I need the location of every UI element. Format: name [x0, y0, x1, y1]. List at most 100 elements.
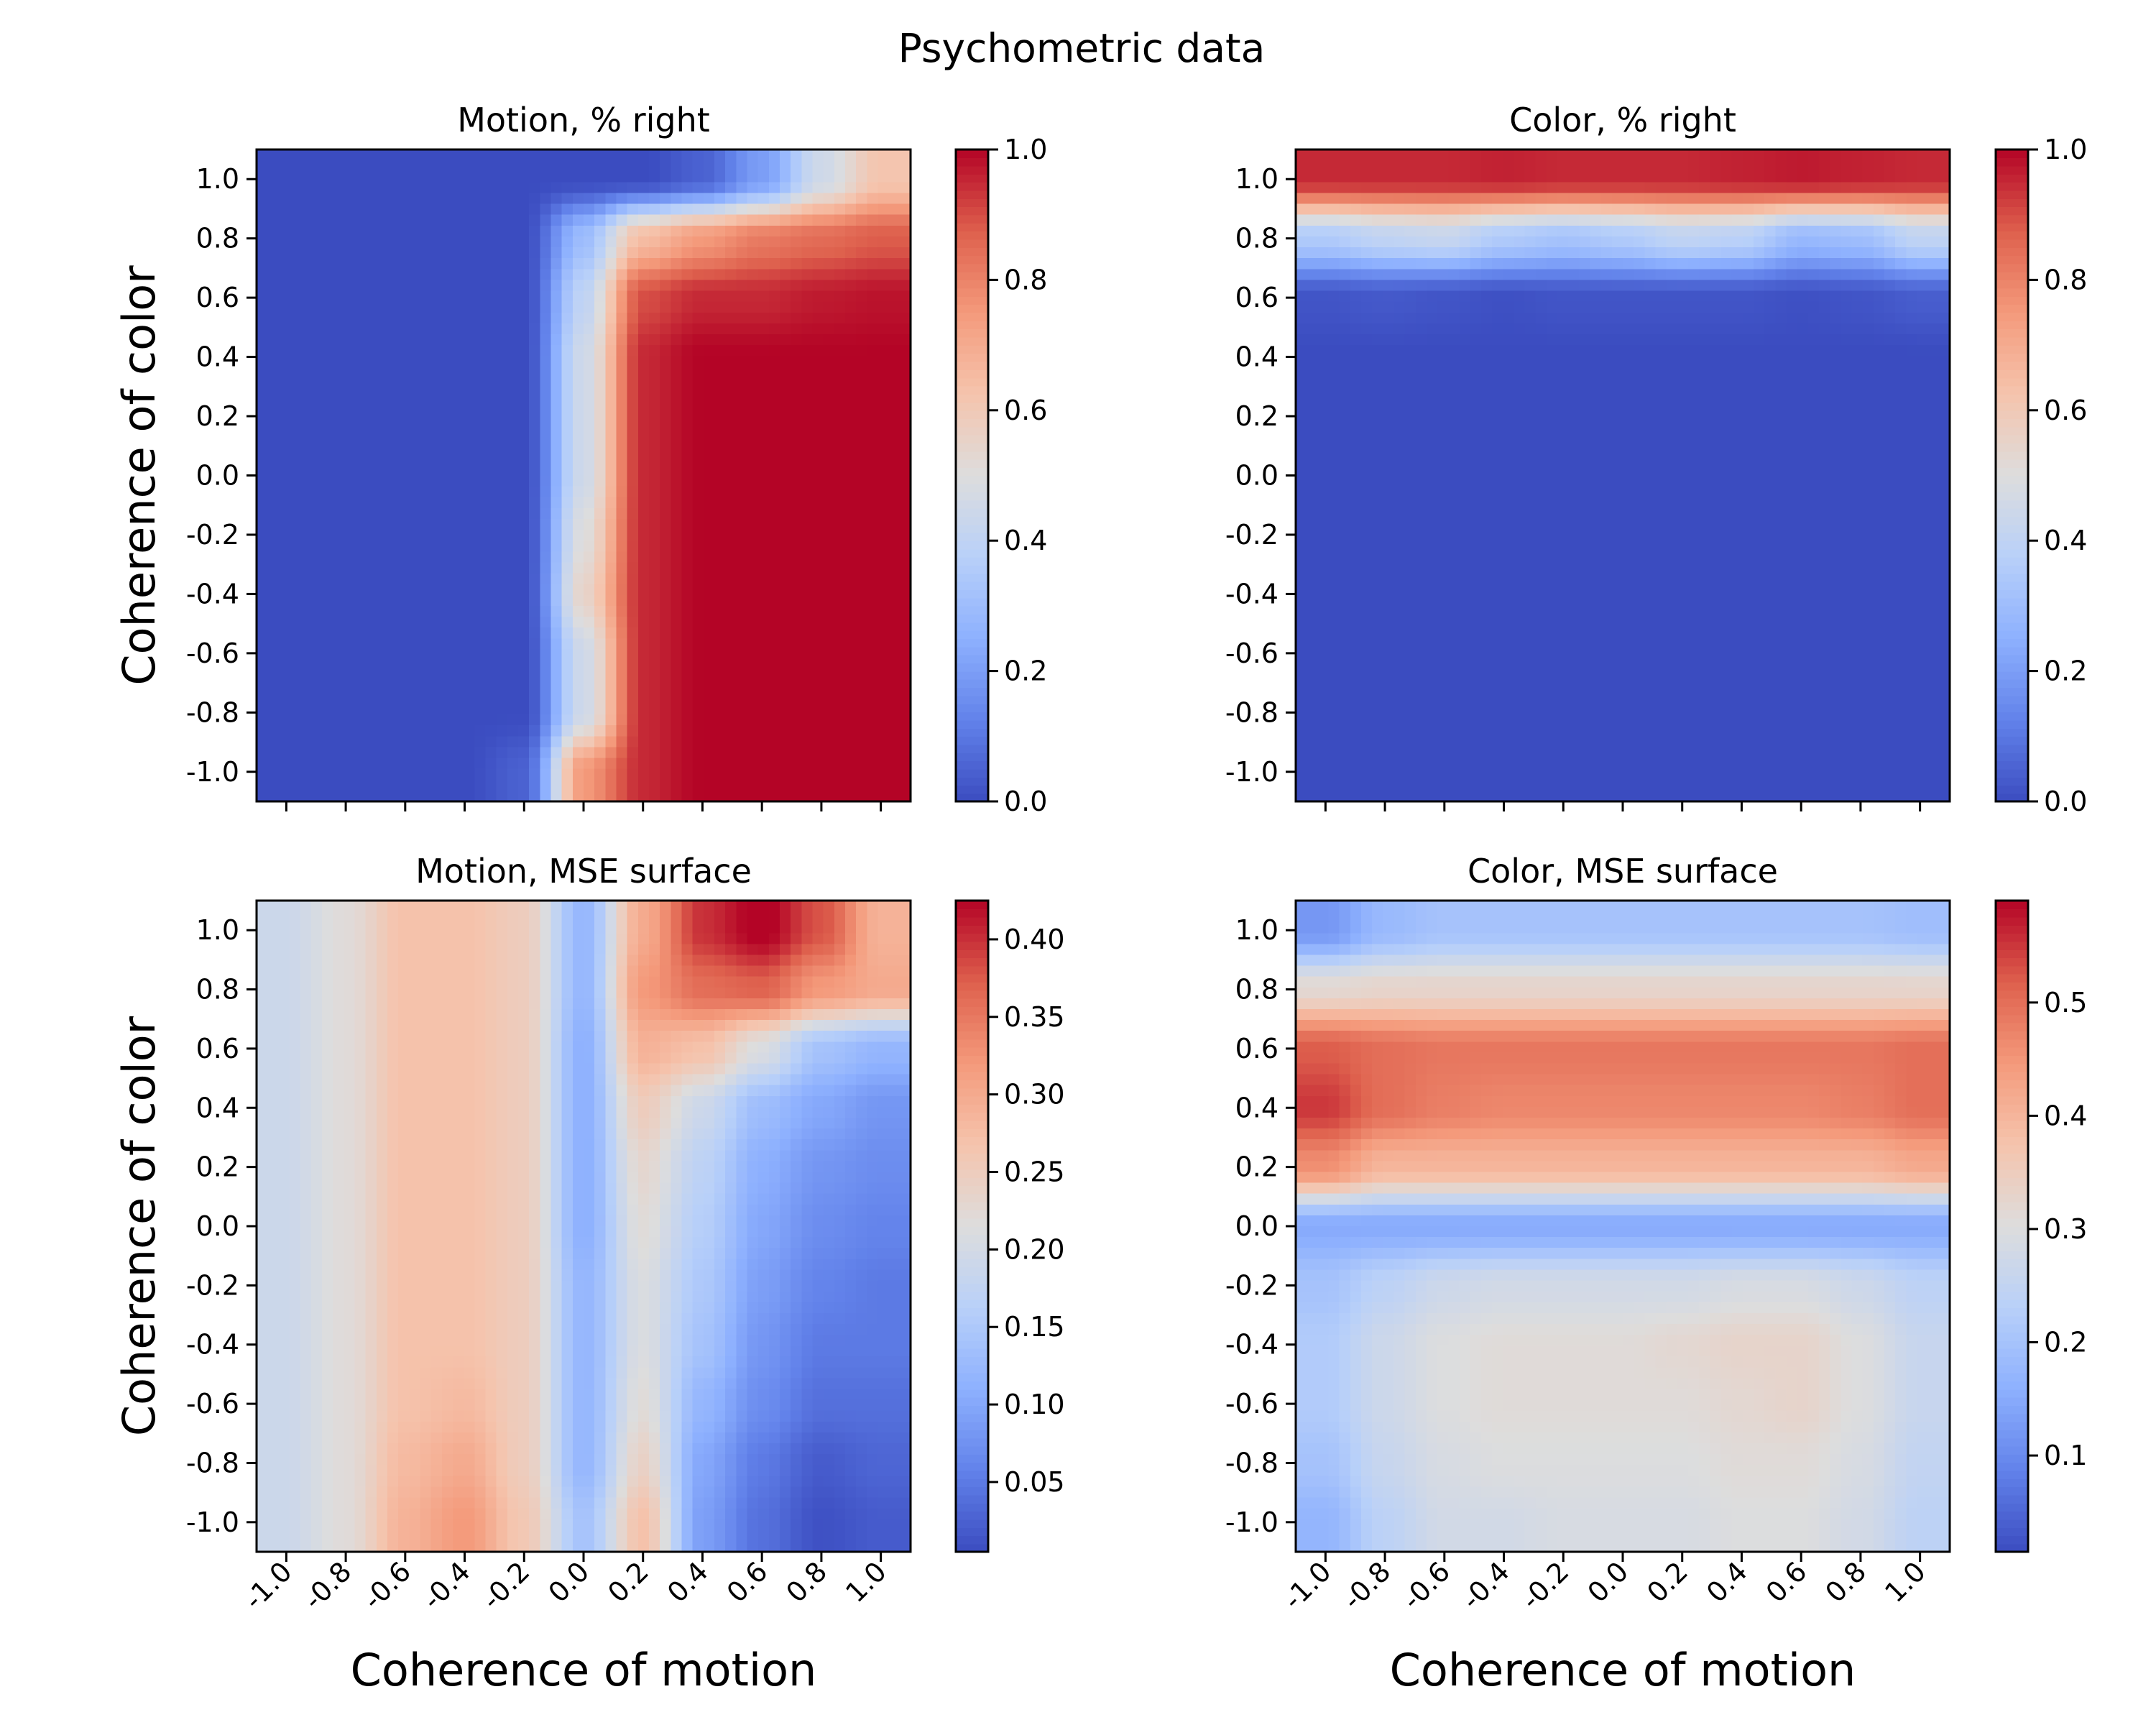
heatmap-cell	[888, 747, 900, 759]
heatmap-cell	[365, 150, 377, 161]
heatmap-cell	[354, 334, 367, 346]
heatmap-cell	[1884, 203, 1896, 216]
heatmap-cell	[1830, 160, 1841, 172]
heatmap-cell	[398, 703, 410, 715]
heatmap-cell	[877, 432, 890, 443]
heatmap-cell	[1742, 367, 1754, 379]
heatmap-cell	[1350, 301, 1362, 313]
heatmap-cell	[877, 420, 890, 433]
heatmap-cell	[1350, 182, 1362, 194]
heatmap-cell	[736, 258, 748, 270]
heatmap-cell	[1644, 334, 1657, 346]
heatmap-cell	[344, 486, 356, 498]
heatmap-cell	[344, 323, 356, 335]
heatmap-cell	[1524, 193, 1537, 205]
heatmap-cell	[464, 518, 475, 530]
heatmap-cell	[649, 486, 660, 498]
heatmap-cell	[768, 486, 780, 498]
heatmap-cell	[1328, 160, 1340, 172]
heatmap-cell	[1307, 160, 1318, 172]
heatmap-cell	[692, 334, 704, 346]
heatmap-cell	[289, 269, 301, 280]
heatmap-cell	[453, 399, 464, 411]
heatmap-cell	[1361, 290, 1373, 303]
heatmap-cell	[1830, 356, 1841, 367]
heatmap-cell	[834, 649, 846, 661]
heatmap-cell	[867, 758, 879, 770]
heatmap-cell	[725, 160, 737, 172]
heatmap-cell	[714, 671, 726, 683]
heatmap-cell	[757, 454, 770, 465]
heatmap-cell	[333, 323, 344, 335]
heatmap-cell	[1797, 323, 1809, 335]
heatmap-cell	[692, 627, 704, 639]
heatmap-cell	[714, 247, 726, 259]
heatmap-cell	[572, 627, 584, 639]
heatmap-cell	[409, 160, 421, 172]
heatmap-cell	[1884, 171, 1896, 183]
heatmap-cell	[1317, 367, 1330, 379]
heatmap-cell	[267, 258, 279, 270]
heatmap-cell	[834, 312, 846, 324]
heatmap-cell	[1720, 356, 1733, 367]
heatmap-cell	[1830, 236, 1841, 248]
heatmap-cell	[1938, 258, 1950, 270]
heatmap-cell	[300, 301, 312, 313]
heatmap-cell	[867, 725, 879, 737]
heatmap-cell	[561, 160, 573, 172]
heatmap-cell	[845, 225, 857, 237]
heatmap-cell	[605, 377, 617, 390]
heatmap-cell	[594, 236, 606, 248]
colorbar-segment	[956, 524, 988, 533]
heatmap-cell	[616, 323, 628, 335]
heatmap-cell	[1296, 269, 1307, 280]
heatmap-cell	[387, 649, 399, 661]
heatmap-cell	[322, 758, 333, 770]
heatmap-cell	[1644, 280, 1657, 292]
heatmap-cell	[736, 225, 748, 237]
heatmap-cell	[518, 432, 530, 443]
heatmap-cell	[485, 779, 497, 791]
heatmap-cell	[430, 540, 443, 552]
heatmap-cell	[1873, 290, 1885, 303]
heatmap-cell	[278, 247, 290, 259]
colorbar-segment	[956, 157, 988, 167]
heatmap-cell	[1644, 225, 1657, 237]
heatmap-cell	[768, 530, 780, 541]
heatmap-cell	[1480, 236, 1493, 248]
heatmap-cell	[1873, 334, 1885, 346]
heatmap-cell	[507, 475, 519, 487]
heatmap-cell	[692, 497, 704, 509]
heatmap-cell	[1296, 160, 1307, 172]
heatmap-cell	[714, 562, 726, 574]
heatmap-cell	[845, 410, 857, 422]
heatmap-cell	[1535, 150, 1547, 161]
heatmap-cell	[1720, 225, 1733, 237]
heatmap-cell	[1764, 182, 1776, 194]
heatmap-cell	[300, 388, 312, 400]
heatmap-cell	[365, 497, 377, 509]
heatmap-cell	[725, 171, 737, 183]
heatmap-cell	[1666, 150, 1678, 161]
heatmap-cell	[627, 454, 639, 465]
heatmap-cell	[365, 388, 377, 400]
heatmap-cell	[430, 464, 443, 477]
heatmap-cell	[1688, 203, 1700, 216]
heatmap-cell	[791, 681, 802, 694]
heatmap-cell	[420, 779, 432, 791]
heatmap-cell	[1307, 236, 1318, 248]
heatmap-cell	[1742, 182, 1754, 194]
heatmap-cell	[365, 540, 377, 552]
heatmap-cell	[344, 681, 356, 694]
heatmap-cell	[725, 736, 737, 748]
heatmap-cell	[1873, 301, 1885, 313]
heatmap-cell	[344, 454, 356, 465]
heatmap-cell	[801, 454, 814, 465]
heatmap-cell	[267, 758, 279, 770]
heatmap-cell	[791, 725, 802, 737]
heatmap-cell	[1437, 301, 1449, 313]
heatmap-cell	[823, 312, 835, 324]
heatmap-cell	[322, 193, 333, 205]
heatmap-cell	[376, 573, 388, 585]
heatmap-cell	[1317, 323, 1330, 335]
